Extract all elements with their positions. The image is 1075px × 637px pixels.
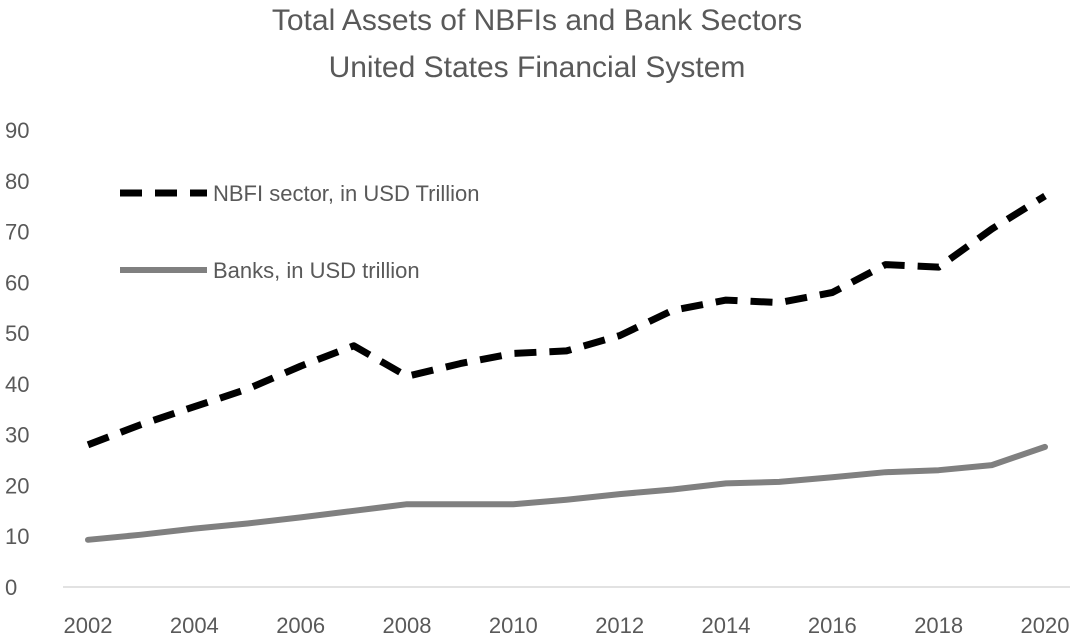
series-line-nbfi bbox=[86, 193, 1047, 449]
chart-subtitle: United States Financial System bbox=[329, 51, 746, 84]
y-tick-label: 60 bbox=[5, 270, 29, 295]
y-tick-label: 80 bbox=[5, 169, 29, 194]
x-tick-label: 2010 bbox=[489, 613, 538, 637]
x-tick-label: 2004 bbox=[170, 613, 219, 637]
y-tick-label: 40 bbox=[5, 372, 29, 397]
legend-label-nbfi: NBFI sector, in USD Trillion bbox=[213, 181, 480, 206]
x-tick-label: 2002 bbox=[64, 613, 113, 637]
legend-label-banks: Banks, in USD trillion bbox=[213, 258, 420, 283]
y-tick-label: 10 bbox=[5, 524, 29, 549]
legend: NBFI sector, in USD Trillion Banks, in US… bbox=[120, 181, 480, 283]
y-tick-label: 30 bbox=[5, 423, 29, 448]
x-tick-label: 2012 bbox=[595, 613, 644, 637]
x-tick-label: 2018 bbox=[914, 613, 963, 637]
x-axis-ticks: 2002 2004 2006 2008 2010 2012 2014 2016 2018 2020 bbox=[64, 613, 1070, 637]
x-tick-label: 2016 bbox=[808, 613, 857, 637]
y-axis-ticks: 0 10 20 30 40 50 60 70 80 90 bbox=[5, 118, 29, 600]
x-tick-label: 2008 bbox=[383, 613, 432, 637]
x-tick-label: 2020 bbox=[1021, 613, 1070, 637]
series-lines bbox=[85, 193, 1048, 543]
y-tick-label: 90 bbox=[5, 118, 29, 143]
y-tick-label: 50 bbox=[5, 321, 29, 346]
chart-title: Total Assets of NBFIs and Bank Sectors bbox=[272, 4, 802, 37]
x-tick-label: 2014 bbox=[702, 613, 751, 637]
x-tick-label: 2006 bbox=[276, 613, 325, 637]
y-tick-label: 0 bbox=[5, 575, 17, 600]
y-tick-label: 70 bbox=[5, 220, 29, 245]
y-tick-label: 20 bbox=[5, 473, 29, 498]
series-line-banks bbox=[85, 443, 1048, 543]
